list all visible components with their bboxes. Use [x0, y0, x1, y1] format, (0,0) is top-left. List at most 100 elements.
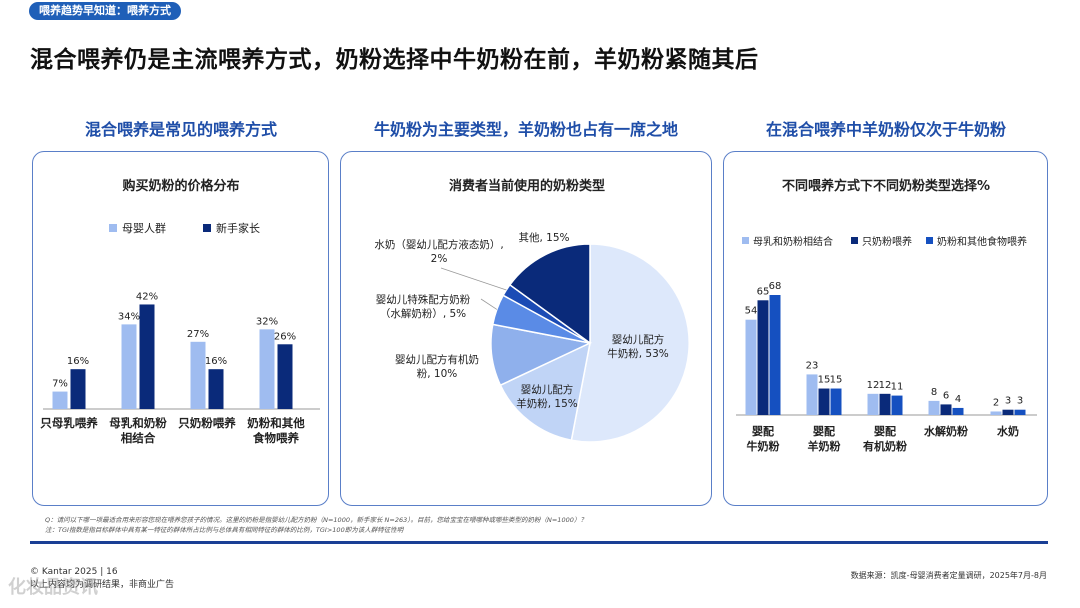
- x-tick-label: 只母乳喂养: [40, 416, 98, 430]
- x-tick-label: 相结合: [121, 431, 156, 445]
- chart-title: 消费者当前使用的奶粉类型: [449, 178, 605, 194]
- slice-label: 牛奶粉, 53%: [607, 347, 669, 360]
- chart-title: 不同喂养方式下不同奶粉类型选择%: [782, 178, 990, 194]
- x-tick-label: 有机奶粉: [863, 439, 907, 453]
- x-tick-label: 只奶粉喂养: [178, 416, 236, 430]
- x-tick-label: 婴配: [874, 424, 896, 438]
- bottom-divider: [30, 541, 1048, 544]
- footnotes: Q：请问以下哪一项最适合用来形容您现在喂养您孩子的情况。这里的奶粉是指婴幼儿配方…: [45, 515, 587, 535]
- data-label: 15: [830, 375, 843, 386]
- watermark: 化妆品资讯: [8, 577, 98, 598]
- bar: [830, 388, 842, 415]
- chart-title: 购买奶粉的价格分布: [122, 178, 239, 194]
- bar: [928, 400, 940, 415]
- leader-line: [440, 267, 507, 291]
- data-label: 3: [1005, 396, 1011, 407]
- disclaimer: 以上内容均为调研结果，非商业广告: [30, 580, 175, 590]
- data-label: 2: [993, 397, 999, 408]
- section-heading-3: 在混合喂养中羊奶粉仅次于牛奶粉: [765, 120, 1006, 139]
- bar: [70, 369, 86, 409]
- bar: [891, 395, 903, 415]
- bar: [757, 300, 769, 415]
- data-label: 6: [943, 390, 949, 401]
- slice-label: 婴幼儿配方: [612, 333, 665, 346]
- data-source: 数据来源：凯度-母婴消费者定量调研，2025年7月-8月: [850, 571, 1047, 580]
- feeding-choice-chart: 不同喂养方式下不同奶粉类型选择% 母乳和奶粉相结合 只奶粉喂养 奶粉和其他食物喂养 54…: [736, 178, 1037, 453]
- bar: [879, 393, 891, 415]
- slice-label: 婴幼儿特殊配方奶粉: [376, 293, 471, 306]
- data-label: 68: [769, 281, 782, 292]
- x-tick-label: 水解奶粉: [924, 424, 968, 438]
- data-label: 34%: [118, 311, 140, 322]
- data-label: 16%: [205, 356, 227, 367]
- bar: [769, 295, 781, 415]
- x-tick-label: 牛奶粉: [747, 439, 780, 453]
- panel-price-distribution: 购买奶粉的价格分布 母婴人群 新手家长 7% 16% 只母乳喂养 34% 42% 母乳和奶粉 相结…: [32, 151, 329, 506]
- bar: [867, 393, 879, 415]
- data-label: 26%: [274, 331, 296, 342]
- bar: [1014, 409, 1026, 415]
- bar: [139, 304, 155, 409]
- x-tick-label: 婴配: [813, 424, 835, 438]
- data-label: 65: [757, 286, 770, 297]
- footnote-note: 注：TGI指数是指目标群体中具有某一特征的群体所占比例与总体具有相同特征的群体的…: [45, 526, 404, 534]
- data-label: 8: [931, 387, 937, 398]
- bar: [1002, 409, 1014, 415]
- leader-line: [480, 298, 498, 310]
- data-label: 54: [745, 306, 758, 317]
- data-label: 12: [879, 380, 892, 391]
- legend-swatch: [742, 237, 749, 244]
- slice-label: 2%: [431, 253, 448, 265]
- data-label: 7%: [52, 379, 68, 390]
- legend-label: 新手家长: [216, 221, 260, 235]
- slice-label: （水解奶粉）, 5%: [380, 307, 466, 320]
- slice-label: 其他, 15%: [518, 231, 569, 244]
- pie-slice: [570, 243, 690, 443]
- legend-label: 母婴人群: [122, 221, 166, 235]
- panel-milk-type: 消费者当前使用的奶粉类型 婴幼儿配方 牛奶粉, 53% 婴幼儿配方 羊奶粉, 15% 婴幼…: [340, 151, 712, 506]
- slice-label: 羊奶粉, 15%: [516, 397, 578, 410]
- footer-left: © Kantar 2025 | 16 以上内容均为调研结果，非商业广告: [30, 566, 174, 592]
- legend-swatch: [109, 224, 117, 232]
- slice-label: 粉, 10%: [417, 367, 458, 380]
- data-label: 23: [806, 360, 819, 371]
- bar: [818, 388, 830, 415]
- x-tick-label: 水奶: [997, 424, 1019, 438]
- data-label: 32%: [256, 316, 278, 327]
- slice-label: 婴幼儿配方有机奶: [395, 353, 479, 366]
- data-label: 42%: [136, 291, 158, 302]
- data-label: 3: [1017, 396, 1023, 407]
- page-title: 混合喂养仍是主流喂养方式，奶粉选择中牛奶粉在前，羊奶粉紧随其后: [30, 47, 759, 73]
- bar: [952, 407, 964, 415]
- slice-label: 婴幼儿配方: [521, 383, 574, 396]
- x-tick-label: 婴配: [752, 424, 774, 438]
- legend-label: 只奶粉喂养: [862, 235, 912, 248]
- bar: [52, 391, 68, 409]
- x-tick-label: 食物喂养: [253, 431, 299, 445]
- bar: [277, 344, 293, 409]
- x-tick-label: 母乳和奶粉: [109, 416, 167, 430]
- bar: [208, 369, 224, 409]
- x-tick-label: 奶粉和其他: [247, 416, 305, 430]
- bar: [806, 374, 818, 415]
- bar: [940, 404, 952, 415]
- data-label: 4: [955, 394, 961, 405]
- section-tag: 喂养趋势早知道：喂养方式: [29, 2, 181, 20]
- legend-swatch: [851, 237, 858, 244]
- legend-label: 奶粉和其他食物喂养: [937, 235, 1027, 248]
- bar: [745, 319, 757, 415]
- data-label: 12: [867, 380, 880, 391]
- legend-swatch: [926, 237, 933, 244]
- bar: [190, 341, 206, 409]
- bar: [990, 411, 1002, 415]
- data-label: 16%: [67, 356, 89, 367]
- data-label: 27%: [187, 329, 209, 340]
- bar: [121, 324, 137, 409]
- legend-label: 母乳和奶粉相结合: [753, 235, 833, 248]
- footnote-q: Q：请问以下哪一项最适合用来形容您现在喂养您孩子的情况。这里的奶粉是指婴幼儿配方…: [45, 516, 587, 524]
- data-label: 11: [891, 382, 904, 393]
- section-heading-2: 牛奶粉为主要类型，羊奶粉也占有一席之地: [373, 120, 678, 139]
- section-heading-1: 混合喂养是常见的喂养方式: [84, 120, 277, 139]
